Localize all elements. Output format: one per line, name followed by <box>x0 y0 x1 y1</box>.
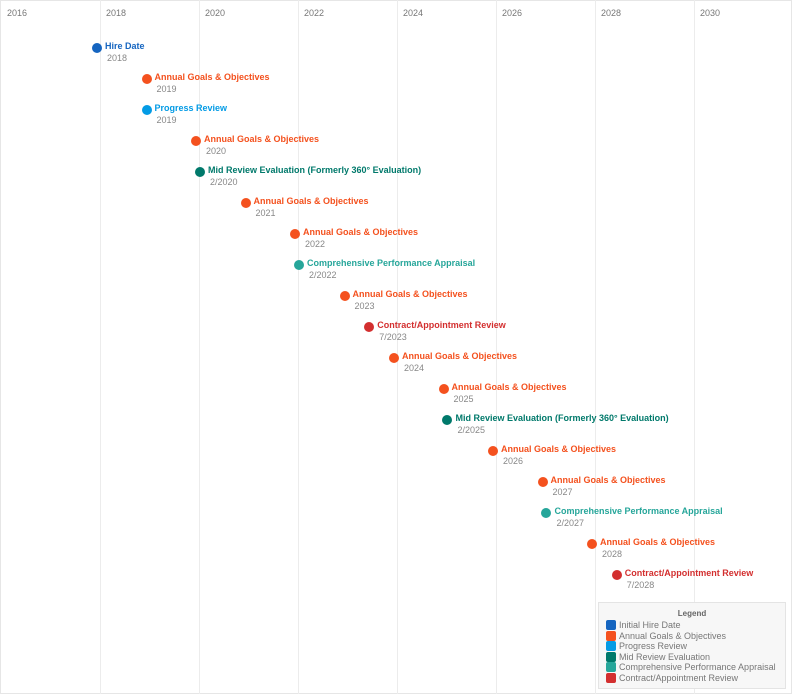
event-marker-icon[interactable] <box>488 446 498 456</box>
event-label: Mid Review Evaluation (Formerly 360° Eva… <box>207 165 422 175</box>
gridline <box>397 0 398 694</box>
event-marker-icon[interactable] <box>191 136 201 146</box>
legend: Legend Initial Hire Date Annual Goals & O… <box>598 602 786 689</box>
event-date: 2027 <box>552 487 573 497</box>
legend-label: Annual Goals & Objectives <box>619 630 727 641</box>
event-label: Annual Goals & Objectives <box>303 227 419 237</box>
event-marker-icon[interactable] <box>541 508 552 518</box>
legend-item: Comprehensive Performance Appraisal <box>599 662 785 673</box>
legend-label: Initial Hire Date <box>619 620 681 630</box>
legend-item: Annual Goals & Objectives <box>599 630 785 642</box>
year-tick-label: 2020 <box>205 8 226 18</box>
event-marker-icon[interactable] <box>587 539 597 549</box>
event-date: 2024 <box>404 363 425 373</box>
event-label: Progress Review <box>154 103 228 113</box>
event-label: Annual Goals & Objectives <box>501 444 617 454</box>
event-date: 2026 <box>503 456 524 466</box>
year-tick-label: 2022 <box>304 8 325 18</box>
event-marker-icon[interactable] <box>194 167 205 177</box>
gridline <box>496 0 497 694</box>
event-date: 2028 <box>602 549 623 559</box>
gridline <box>595 0 596 694</box>
legend-item: Progress Review <box>599 641 785 652</box>
event-marker-icon[interactable] <box>611 570 622 580</box>
event-label: Comprehensive Performance Appraisal <box>554 506 723 516</box>
event-date: 2020 <box>206 146 227 156</box>
event-date: 2021 <box>255 208 276 218</box>
legend-label: Progress Review <box>619 641 688 652</box>
event-marker-icon[interactable] <box>141 74 152 84</box>
legend-title: Legend <box>677 609 707 618</box>
year-tick-label: 2030 <box>700 8 721 18</box>
event-date: 2/2022 <box>308 270 337 280</box>
event-marker-icon[interactable] <box>240 198 251 208</box>
event-date: 2018 <box>107 53 128 63</box>
event-marker-icon[interactable] <box>141 105 152 115</box>
event-date: 2019 <box>156 84 177 94</box>
event-label: Contract/Appointment Review <box>377 320 506 330</box>
legend-item: Contract/Appointment Review <box>599 672 785 684</box>
event-label: Annual Goals & Objectives <box>600 537 716 547</box>
legend-label: Comprehensive Performance Appraisal <box>619 662 776 673</box>
event-marker-icon[interactable] <box>293 260 304 270</box>
event-date: 2/2020 <box>209 177 238 187</box>
legend-swatch-icon <box>606 620 616 630</box>
event-date: 7/2028 <box>626 580 655 590</box>
legend-swatch-icon <box>606 630 616 641</box>
year-tick-label: 2026 <box>502 8 523 18</box>
legend-swatch-icon <box>606 672 616 683</box>
event-marker-icon[interactable] <box>364 322 375 332</box>
gridline <box>100 0 101 694</box>
legend-swatch-icon <box>606 651 616 662</box>
legend-label: Contract/Appointment Review <box>619 672 739 683</box>
event-marker-icon[interactable] <box>92 43 102 53</box>
event-marker-icon[interactable] <box>438 384 449 394</box>
event-marker-icon[interactable] <box>339 291 350 301</box>
legend-item: Mid Review Evaluation <box>599 651 785 663</box>
legend-item: Initial Hire Date <box>599 620 785 631</box>
event-marker-icon[interactable] <box>290 229 300 239</box>
gridline <box>694 0 695 694</box>
gridline <box>199 0 200 694</box>
event-label: Annual Goals & Objectives <box>352 289 468 299</box>
event-marker-icon[interactable] <box>537 477 548 487</box>
event-date: 7/2023 <box>379 332 407 342</box>
event-date: 2019 <box>156 115 177 125</box>
year-tick-label: 2024 <box>403 8 424 18</box>
event-marker-icon[interactable] <box>442 415 453 425</box>
event-date: 2022 <box>305 239 326 249</box>
year-tick-label: 2028 <box>601 8 622 18</box>
event-label: Mid Review Evaluation (Formerly 360° Eva… <box>455 413 669 423</box>
event-label: Annual Goals & Objectives <box>154 72 270 82</box>
event-label: Annual Goals & Objectives <box>550 475 666 485</box>
event-date: 2025 <box>453 394 474 404</box>
event-marker-icon[interactable] <box>389 353 399 363</box>
event-date: 2023 <box>354 301 375 311</box>
legend-swatch-icon <box>606 662 616 673</box>
gridline <box>298 0 299 694</box>
event-label: Annual Goals & Objectives <box>451 382 567 392</box>
event-label: Annual Goals & Objectives <box>402 351 518 361</box>
event-label: Hire Date <box>105 41 145 51</box>
event-date: 2/2027 <box>556 518 584 528</box>
event-label: Annual Goals & Objectives <box>204 134 320 144</box>
event-label: Comprehensive Performance Appraisal <box>306 258 476 268</box>
event-label: Annual Goals & Objectives <box>253 196 369 206</box>
year-tick-label: 2016 <box>7 8 28 18</box>
year-tick-label: 2018 <box>106 8 127 18</box>
legend-label: Mid Review Evaluation <box>619 651 711 662</box>
event-label: Contract/Appointment Review <box>624 568 754 578</box>
legend-swatch-icon <box>606 641 616 652</box>
event-date: 2/2025 <box>457 425 485 435</box>
